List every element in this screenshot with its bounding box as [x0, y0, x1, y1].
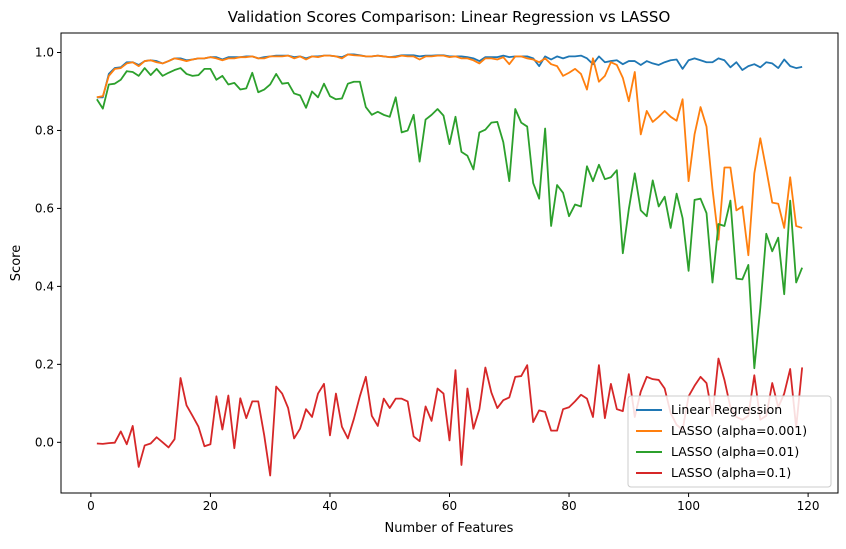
y-tick-label: 0.6 [35, 201, 54, 215]
series-line-2 [96, 67, 803, 370]
x-tick-label: 0 [87, 499, 95, 513]
legend-entries: Linear Regression LASSO (alpha=0.001) LASS… [636, 402, 807, 480]
x-axis-ticks: 0 20 40 60 80 100 120 [87, 493, 820, 513]
x-axis-label: Number of Features [385, 521, 514, 536]
series-line-0 [96, 53, 803, 99]
y-axis-ticks: 0.0 0.2 0.4 0.6 0.8 1.0 [35, 45, 61, 449]
x-tick-label: 40 [322, 499, 337, 513]
legend-label-1: LASSO (alpha=0.001) [671, 423, 807, 438]
y-tick-label: 0.0 [35, 435, 54, 449]
legend-box [627, 395, 832, 488]
legend-label-0: Linear Regression [671, 402, 782, 417]
legend-label-2: LASSO (alpha=0.01) [671, 444, 799, 459]
y-tick-label: 0.2 [35, 357, 54, 371]
legend-label-3: LASSO (alpha=0.1) [671, 465, 791, 480]
y-tick-label: 0.4 [35, 279, 54, 293]
legend: Linear Regression LASSO (alpha=0.001) LASS… [627, 395, 832, 488]
y-tick-label: 1.0 [35, 45, 54, 59]
x-tick-label: 20 [203, 499, 218, 513]
x-tick-label: 60 [442, 499, 457, 513]
x-tick-label: 80 [561, 499, 576, 513]
chart-title: Validation Scores Comparison: Linear Reg… [228, 8, 671, 26]
series-line-1 [96, 53, 803, 257]
x-tick-label: 120 [797, 499, 820, 513]
y-tick-label: 0.8 [35, 123, 54, 137]
y-axis-label: Score [9, 245, 24, 281]
x-tick-label: 100 [677, 499, 700, 513]
